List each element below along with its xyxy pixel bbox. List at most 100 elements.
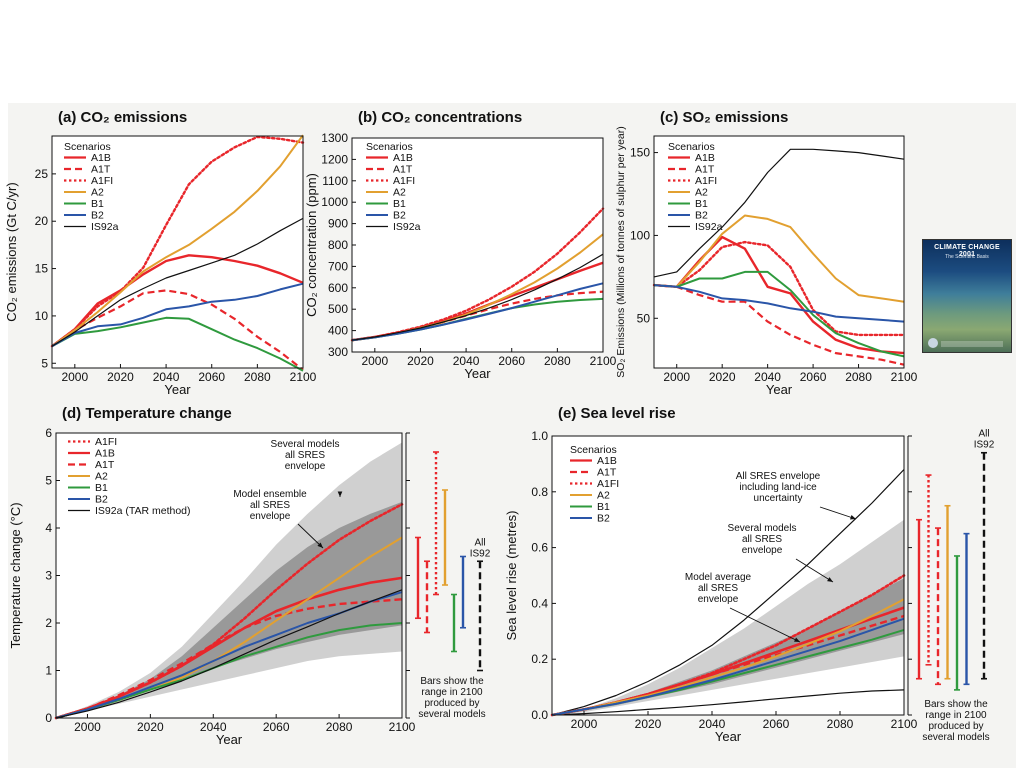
annotation-arrowhead: [317, 542, 323, 548]
legend-entry: A1T: [695, 164, 715, 176]
annotation-text: all SRES: [698, 583, 738, 594]
series-line: [351, 253, 604, 341]
axes-frame: [551, 435, 905, 716]
annotation-text: envelope: [250, 511, 291, 522]
legend-entry: A1B: [91, 152, 111, 164]
series-line: [551, 598, 905, 716]
x-tick-label: 2060: [498, 354, 525, 368]
legend-entry: B2: [91, 210, 104, 222]
panel-b: 2000 2020 2040 2060 2080 2100 300 400 500 600 700 8…: [304, 109, 617, 381]
legend-title: Scenarios: [64, 141, 111, 153]
axes-frame: [51, 135, 304, 369]
annotation-text: envelope: [285, 461, 326, 472]
bar-label-is92: IS92: [974, 440, 995, 451]
x-tick-label: 2080: [827, 717, 854, 731]
bar-label-is92: IS92: [470, 548, 491, 559]
panel-a: 2000 2020 2040 2060 2080 2100 5 10 15 20 25 (a) CO₂…: [4, 109, 317, 397]
x-tick-label: 2020: [709, 370, 736, 384]
annotation-text: Several models: [271, 439, 340, 450]
y-tick-label: 700: [328, 259, 348, 273]
bars-footnote-line: range in 2100: [925, 710, 987, 721]
bar-label-all: All: [474, 537, 485, 548]
x-tick-label: 2020: [407, 354, 434, 368]
series-line: [551, 617, 905, 716]
x-tick-label: 2080: [544, 354, 571, 368]
legend-entry: A1T: [393, 164, 413, 176]
axes-frame: [653, 135, 905, 369]
annotation-arrow: [819, 506, 857, 520]
y-tick-label: 800: [328, 238, 348, 252]
y-tick-label: 0.2: [531, 652, 548, 666]
bars-footnote-line: Bars show the: [420, 676, 484, 687]
panel-e: 2000 2020 2040 2060 2080 2100 0.0 0.2 0.4 0.6 0.8 1…: [504, 405, 995, 744]
y-tick-label: 4: [45, 521, 52, 535]
annotation-text: All SRES envelope: [736, 471, 821, 482]
x-tick-label: 2060: [198, 370, 225, 384]
x-tick-label: 2100: [891, 717, 918, 731]
x-tick-label: 2080: [244, 370, 271, 384]
series-line: [653, 284, 905, 366]
legend-entry: A1B: [393, 152, 413, 164]
annotation-arrowhead: [850, 515, 856, 520]
legend-entry: IS92a: [393, 221, 421, 233]
legend-entry: A1FI: [393, 175, 415, 187]
x-tick-label: 2040: [453, 354, 480, 368]
annotation-text: all SRES: [285, 450, 325, 461]
legend-title: Scenarios: [668, 141, 715, 153]
y-tick-label: 1: [45, 664, 52, 678]
cover-footer-band: [941, 341, 1003, 347]
y-axis-label: Sea level rise (metres): [504, 510, 519, 640]
x-tick-label: 2020: [107, 370, 134, 384]
legend-entry: A1FI: [597, 478, 619, 490]
x-tick-label: 2100: [389, 720, 416, 734]
annotation-text: Several models: [728, 523, 797, 534]
legend-entry: A2: [695, 187, 708, 199]
envelope-band: [56, 501, 402, 718]
x-tick-label: 2060: [800, 370, 827, 384]
y-tick-label: 5: [41, 356, 48, 370]
series-line: [551, 469, 905, 716]
series-line: [653, 270, 905, 358]
legend-entry: IS92a: [695, 221, 723, 233]
legend-entry: A2: [91, 187, 104, 199]
annotation-text: envelope: [742, 545, 783, 556]
x-tick-label: 2080: [845, 370, 872, 384]
x-tick-label: 2040: [153, 370, 180, 384]
y-axis-label: Temperature change (°C): [8, 502, 23, 648]
y-tick-label: 5: [45, 474, 52, 488]
x-tick-label: 2000: [663, 370, 690, 384]
panel-title: (c) SO₂ emissions: [660, 109, 788, 126]
series-line: [55, 598, 403, 720]
annotation-text: envelope: [698, 594, 739, 605]
legend-entry: A2: [393, 187, 406, 199]
x-tick-label: 2080: [326, 720, 353, 734]
legend-entry: A1B: [695, 152, 715, 164]
annotation-arrowhead: [794, 637, 800, 642]
cover-emblem-icon: [928, 338, 938, 348]
legend-entry: A2: [597, 490, 610, 502]
cover-subtitle: The Scientific Basis: [945, 254, 989, 260]
legend-entry: B2: [95, 494, 108, 506]
y-axis-label: CO₂ concentration (ppm): [304, 173, 319, 317]
legend-entry: B2: [597, 513, 610, 525]
x-axis-label: Year: [164, 382, 191, 397]
bars-footnote-line: range in 2100: [421, 687, 483, 698]
envelope-band: [552, 519, 904, 715]
bars-footnote-line: several models: [922, 732, 989, 743]
legend-entry: B2: [393, 210, 406, 222]
legend-entry: A1FI: [95, 436, 117, 448]
bars-footnote-line: produced by: [424, 698, 479, 709]
bars-footnote-line: several models: [418, 709, 485, 720]
y-tick-label: 0.8: [531, 485, 548, 499]
series-line: [51, 289, 304, 371]
panel-title: (b) CO₂ concentrations: [358, 109, 522, 126]
y-tick-label: 20: [35, 214, 49, 228]
y-tick-label: 3: [45, 569, 52, 583]
y-tick-label: 900: [328, 217, 348, 231]
annotation-text: Model average: [685, 572, 752, 583]
y-tick-label: 600: [328, 281, 348, 295]
annotation-text: all SRES: [250, 500, 290, 511]
legend-title: Scenarios: [366, 141, 413, 153]
x-tick-label: 2020: [635, 717, 662, 731]
y-axis-label: SO₂ Emissions (Millions of tonnes of sul…: [615, 126, 627, 378]
